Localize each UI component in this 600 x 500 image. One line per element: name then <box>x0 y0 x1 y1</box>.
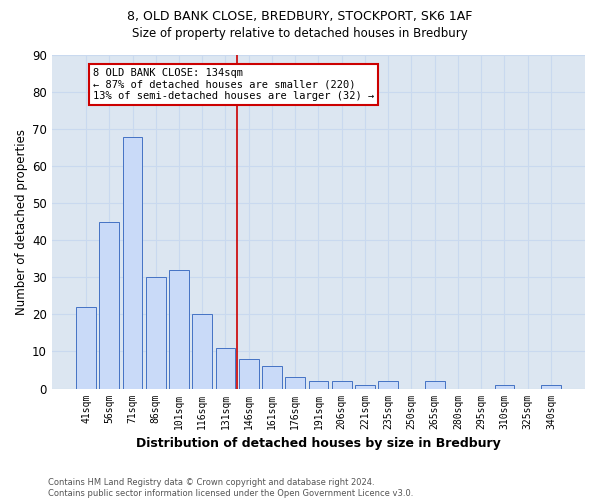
Bar <box>379 381 398 388</box>
Bar <box>332 381 352 388</box>
X-axis label: Distribution of detached houses by size in Bredbury: Distribution of detached houses by size … <box>136 437 501 450</box>
Text: 8 OLD BANK CLOSE: 134sqm
← 87% of detached houses are smaller (220)
13% of semi-: 8 OLD BANK CLOSE: 134sqm ← 87% of detach… <box>93 68 374 101</box>
Bar <box>122 136 142 388</box>
Bar <box>286 378 305 388</box>
Bar <box>308 381 328 388</box>
Bar <box>169 270 189 388</box>
Bar <box>425 381 445 388</box>
Bar <box>494 385 514 388</box>
Text: Size of property relative to detached houses in Bredbury: Size of property relative to detached ho… <box>132 28 468 40</box>
Bar <box>146 278 166 388</box>
Bar <box>239 359 259 388</box>
Bar <box>262 366 282 388</box>
Bar <box>100 222 119 388</box>
Bar <box>193 314 212 388</box>
Text: 8, OLD BANK CLOSE, BREDBURY, STOCKPORT, SK6 1AF: 8, OLD BANK CLOSE, BREDBURY, STOCKPORT, … <box>127 10 473 23</box>
Text: Contains HM Land Registry data © Crown copyright and database right 2024.
Contai: Contains HM Land Registry data © Crown c… <box>48 478 413 498</box>
Bar <box>355 385 375 388</box>
Bar <box>541 385 561 388</box>
Y-axis label: Number of detached properties: Number of detached properties <box>15 129 28 315</box>
Bar <box>215 348 235 389</box>
Bar <box>76 307 96 388</box>
